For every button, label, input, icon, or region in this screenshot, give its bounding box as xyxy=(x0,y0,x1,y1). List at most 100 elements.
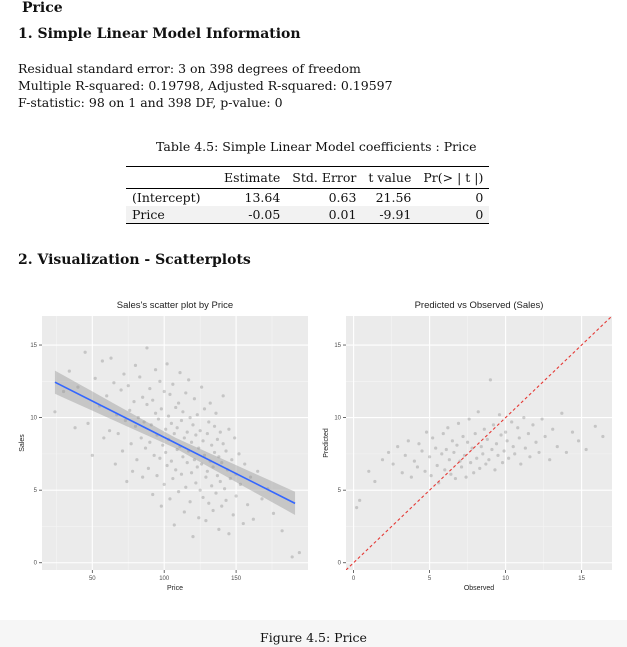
table-cell: (Intercept) xyxy=(132,190,201,205)
data-point xyxy=(548,458,552,462)
data-point xyxy=(234,494,238,498)
data-point xyxy=(116,431,120,436)
data-point xyxy=(133,363,138,367)
data-point xyxy=(200,385,204,389)
data-point xyxy=(204,519,208,523)
y-axis-label: Predicted xyxy=(323,428,330,458)
data-point xyxy=(155,474,159,478)
data-point xyxy=(83,350,87,354)
y-tick-label: 5 xyxy=(34,488,38,494)
data-point xyxy=(230,458,234,462)
data-point xyxy=(141,395,145,399)
data-point xyxy=(175,426,179,430)
data-point xyxy=(67,369,71,373)
data-point xyxy=(207,420,211,424)
y-tick-label: 10 xyxy=(334,416,341,422)
data-point xyxy=(221,442,225,446)
table-header-cell xyxy=(126,166,218,189)
table-header-cell: Estimate xyxy=(218,166,287,189)
page-title: Price xyxy=(22,0,63,16)
data-point xyxy=(246,503,250,507)
data-point xyxy=(210,443,214,447)
data-point xyxy=(205,469,209,473)
data-point xyxy=(444,447,448,452)
data-point xyxy=(224,498,228,502)
data-point xyxy=(482,427,486,431)
data-point xyxy=(434,446,438,450)
x-tick-label: 15 xyxy=(578,576,585,582)
data-point xyxy=(198,429,202,433)
data-point xyxy=(223,487,227,491)
y-tick-label: 0 xyxy=(338,561,342,567)
data-point xyxy=(189,471,194,475)
data-point xyxy=(488,378,492,382)
data-point xyxy=(409,475,413,479)
data-point xyxy=(238,482,243,486)
data-point xyxy=(100,359,104,363)
chart-title: Sales's scatter plot by Price xyxy=(117,300,233,311)
data-point xyxy=(210,484,214,488)
data-point xyxy=(139,436,143,440)
data-point xyxy=(467,417,471,421)
summary-line-residual: Residual standard error: 3 on 398 degree… xyxy=(18,61,361,76)
y-tick-label: 5 xyxy=(338,488,342,494)
data-point xyxy=(178,371,182,375)
data-point xyxy=(165,463,169,468)
data-point xyxy=(181,455,185,459)
data-point xyxy=(153,411,158,415)
data-point xyxy=(141,475,145,479)
data-point xyxy=(211,465,215,469)
data-point xyxy=(112,381,116,385)
data-point xyxy=(526,431,530,436)
x-tick-label: 10 xyxy=(502,576,509,582)
data-point xyxy=(126,384,130,388)
data-point xyxy=(172,431,176,436)
data-point xyxy=(400,471,404,475)
x-tick-label: 50 xyxy=(89,576,96,582)
chart-title: Predicted vs Observed (Sales) xyxy=(415,300,544,311)
coefficients-table: Estimate Std. Error t value Pr(> | t |) … xyxy=(126,166,490,224)
data-point xyxy=(73,426,77,430)
data-point xyxy=(479,445,483,449)
data-point xyxy=(475,456,479,460)
scatter-plot-sales-by-price: Sales's scatter plot by Price 50 100 150 0 5 1… xyxy=(12,292,312,602)
data-point xyxy=(481,452,485,456)
table-cell: 0.63 xyxy=(328,190,357,205)
data-point xyxy=(415,465,420,469)
data-point xyxy=(105,394,109,398)
section-heading-model-info: 1. Simple Linear Model Information xyxy=(18,26,301,42)
data-point xyxy=(215,437,220,441)
x-axis-label: Price xyxy=(167,585,183,592)
table-header-cell: Std. Error xyxy=(286,166,363,189)
data-point xyxy=(491,423,496,427)
data-point xyxy=(227,427,231,431)
data-point xyxy=(86,421,90,426)
y-tick-label: 15 xyxy=(334,343,341,349)
data-point xyxy=(123,418,127,423)
data-point xyxy=(205,431,209,436)
data-point xyxy=(455,443,459,447)
data-point xyxy=(490,447,494,452)
data-point xyxy=(403,453,407,457)
data-point xyxy=(194,481,198,485)
data-point xyxy=(212,424,217,428)
data-point xyxy=(485,437,489,441)
data-point xyxy=(537,450,541,455)
data-point xyxy=(200,462,204,466)
data-point xyxy=(145,402,149,407)
data-point xyxy=(220,460,224,465)
data-point xyxy=(152,453,156,457)
x-tick-label: 150 xyxy=(231,576,242,582)
data-point xyxy=(218,430,222,434)
y-tick-label: 0 xyxy=(34,561,38,567)
data-point xyxy=(197,516,201,520)
data-point xyxy=(158,456,162,460)
data-point xyxy=(237,452,241,456)
data-point xyxy=(125,479,129,484)
data-point xyxy=(380,458,385,462)
data-point xyxy=(149,423,153,427)
data-point xyxy=(452,450,456,455)
x-tick-label: 0 xyxy=(352,576,356,582)
data-point xyxy=(169,459,174,463)
data-point xyxy=(504,430,508,434)
